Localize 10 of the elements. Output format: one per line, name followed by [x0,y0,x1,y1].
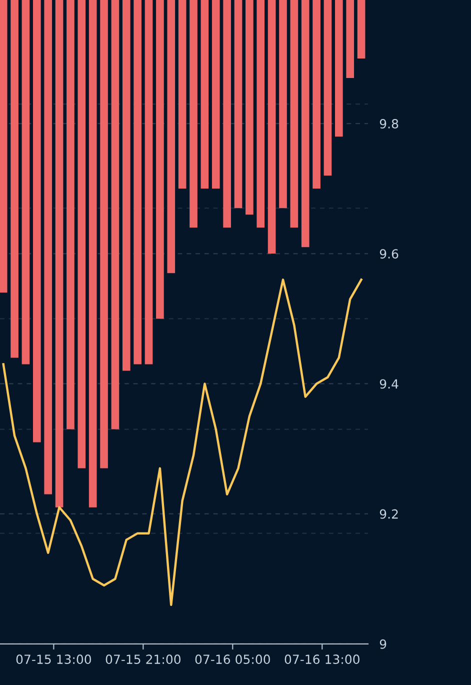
y-tick-label: 9.8 [380,119,398,129]
y-tick-label: 9.2 [380,509,398,519]
x-tick-label: 07-16 13:00 [284,654,360,664]
x-tick-label: 07-15 13:00 [16,654,92,664]
y-tick-label: 9.6 [380,249,398,259]
y-tick-label: 9 [380,639,386,649]
x-tick-label: 07-16 05:00 [195,654,270,664]
x-tick-label: 07-15 21:00 [106,654,181,664]
line-series [2,278,362,606]
y-tick-label: 9.4 [380,379,398,389]
